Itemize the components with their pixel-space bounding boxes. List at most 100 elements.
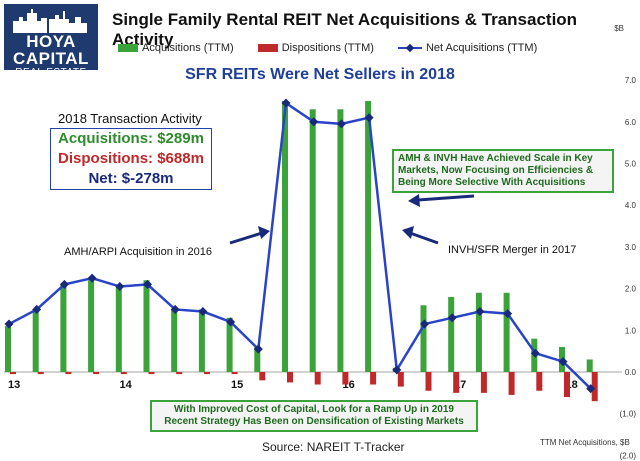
acquisition-bar xyxy=(60,284,67,372)
disposition-bar xyxy=(425,372,432,391)
net-point xyxy=(586,384,596,394)
acquisition-bar xyxy=(309,109,316,372)
disposition-bar xyxy=(37,372,44,375)
acquisition-bar xyxy=(115,284,122,372)
annotation-outlook: With Improved Cost of Capital, Look for … xyxy=(150,400,478,432)
arrow-scale xyxy=(417,194,475,202)
acquisition-bar xyxy=(420,305,427,372)
legend: Acquisitions (TTM) Dispositions (TTM) Ne… xyxy=(118,42,588,54)
acquisition-bar xyxy=(586,359,593,372)
disposition-bar xyxy=(536,372,543,391)
net-point xyxy=(364,113,374,123)
y-tick-label: 6.0 xyxy=(625,118,637,127)
net-point xyxy=(170,304,180,314)
skyline-icon xyxy=(13,9,87,33)
legend-dispositions: Dispositions (TTM) xyxy=(257,42,374,54)
acquisition-bar xyxy=(198,309,205,372)
logo: HOYA CAPITAL REAL ESTATE xyxy=(4,4,98,78)
source-note: Source: NAREIT T-Tracker xyxy=(262,440,405,454)
acquisition-bar xyxy=(254,346,261,372)
y-tick-label: 2.0 xyxy=(625,285,637,294)
arrow-scale-head xyxy=(408,194,420,207)
disposition-bar xyxy=(287,372,293,383)
net-line-group xyxy=(4,98,596,394)
disposition-bar xyxy=(397,372,404,387)
acquisition-bar xyxy=(143,280,150,372)
net-point xyxy=(142,279,153,289)
net-point xyxy=(87,273,97,283)
disposition-bar xyxy=(370,372,377,385)
acquisition-bar xyxy=(365,100,372,372)
acquisition-bar xyxy=(5,326,11,372)
unit-label-bottom: TTM Net Acquisitions, $B xyxy=(540,438,630,447)
net-point xyxy=(336,119,346,129)
transaction-title: 2018 Transaction Activity xyxy=(58,111,202,126)
y-tick-label: 1.0 xyxy=(625,326,637,335)
disposition-bar xyxy=(10,372,16,375)
acquisition-bar xyxy=(226,317,233,372)
legend-dispositions-swatch xyxy=(257,44,278,52)
disposition-bar xyxy=(591,372,598,402)
acquisition-bar xyxy=(88,280,95,372)
acquisition-bar xyxy=(282,100,288,372)
y-tick-label: (1.0) xyxy=(620,410,637,419)
transaction-box: Acquisitions: $289m Dispositions: $688m … xyxy=(50,128,212,190)
legend-dispositions-label: Dispositions (TTM) xyxy=(281,42,374,54)
annotation-outlook-line-1: With Improved Cost of Capital, Look for … xyxy=(174,404,454,415)
arrows xyxy=(229,194,475,245)
disposition-bar xyxy=(93,372,100,375)
y-tick-label: 0.0 xyxy=(625,368,637,377)
x-tick-label: 13 xyxy=(8,379,20,391)
disposition-bar xyxy=(120,372,127,375)
annotation-outlook-line-2: Recent Strategy Has Been on Densificatio… xyxy=(164,416,464,427)
legend-net: Net Acquisitions (TTM) xyxy=(397,42,538,54)
logo-line-2: REAL ESTATE xyxy=(15,67,87,78)
acquisition-bar xyxy=(503,292,510,372)
bars xyxy=(5,100,598,402)
acquisition-bar xyxy=(475,292,482,372)
y-axis: 7.0 6.0 5.0 4.0 3.0 2.0 1.0 0.0 (1.0) (2.0) xyxy=(620,76,637,460)
x-axis: 13 14 15 16 17 18 xyxy=(4,371,622,391)
acquisition-bar xyxy=(448,296,455,372)
disposition-bar xyxy=(231,372,238,375)
annotation-invh-sfr: INVH/SFR Merger in 2017 xyxy=(448,244,577,256)
annotation-amh-arpi: AMH/ARPI Acquisition in 2016 xyxy=(64,246,212,258)
disposition-bar xyxy=(342,372,349,385)
acquisition-bar xyxy=(32,309,39,372)
disposition-bar xyxy=(508,372,515,395)
y-tick-label: 7.0 xyxy=(625,76,637,85)
legend-acquisitions-label: Acquisitions (TTM) xyxy=(142,42,234,54)
y-tick-label: 3.0 xyxy=(625,243,637,252)
transaction-dispositions: Dispositions: $688m xyxy=(58,150,204,167)
y-tick-label: (2.0) xyxy=(620,451,637,460)
acquisition-bar xyxy=(171,309,178,372)
y-tick-label: 5.0 xyxy=(625,160,637,169)
transaction-net: Net: $-278m xyxy=(88,170,174,187)
x-tick-label: 14 xyxy=(120,379,133,391)
disposition-bar xyxy=(203,372,210,375)
legend-net-swatch xyxy=(397,43,422,53)
y-tick-label: 4.0 xyxy=(625,201,637,210)
net-point xyxy=(59,279,69,289)
disposition-bar xyxy=(480,372,487,393)
legend-net-label: Net Acquisitions (TTM) xyxy=(425,42,538,54)
net-acquisitions-line xyxy=(8,100,592,390)
annotation-scale: AMH & INVH Have Achieved Scale in Key Ma… xyxy=(392,149,614,193)
legend-acquisitions-swatch xyxy=(118,44,138,52)
disposition-bar xyxy=(176,372,183,375)
unit-label-top: $B xyxy=(614,24,624,33)
arrow-amh-arpi-head xyxy=(258,226,270,239)
logo-line-1: HOYA CAPITAL xyxy=(13,32,89,68)
arrow-amh-arpi xyxy=(229,231,263,245)
disposition-bar xyxy=(314,372,321,385)
disposition-bar xyxy=(453,372,460,393)
acquisition-bar xyxy=(337,109,344,372)
x-tick-label: 15 xyxy=(231,379,243,391)
disposition-bar xyxy=(564,372,570,398)
net-point xyxy=(115,281,125,292)
net-point xyxy=(198,307,208,317)
disposition-bar xyxy=(259,372,266,381)
disposition-bar xyxy=(65,372,72,375)
legend-acquisitions: Acquisitions (TTM) xyxy=(118,42,234,54)
